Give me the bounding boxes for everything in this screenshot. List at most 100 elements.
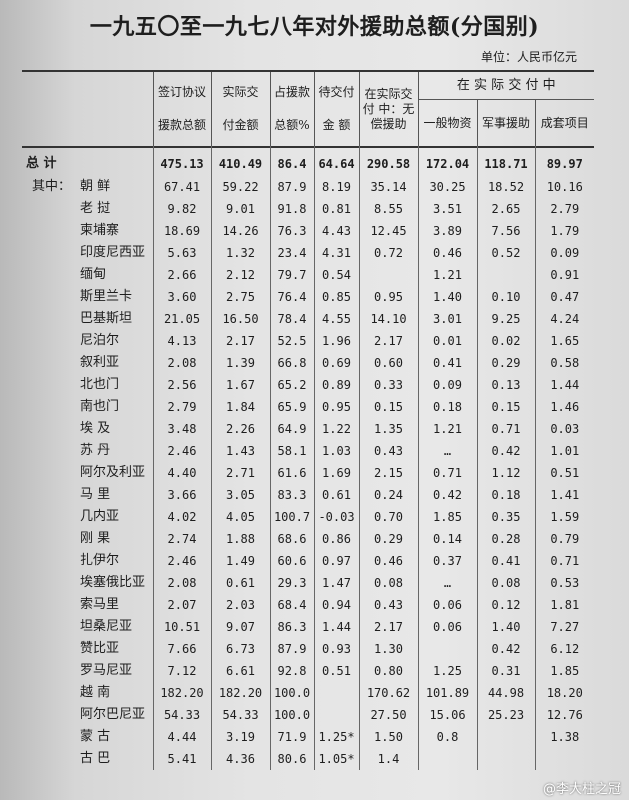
top-rule (22, 70, 594, 72)
cell-value: 0.52 (476, 242, 535, 264)
country-name: 斯里兰卡 (22, 286, 153, 308)
cell-value: 4.31 (313, 242, 359, 264)
cell-value: 91.8 (269, 198, 314, 220)
cell-value: 0.93 (313, 638, 359, 660)
country-label: 印度尼西亚 (80, 245, 146, 260)
cell-value: 83.3 (269, 484, 314, 506)
cell-value: 2.46 (152, 550, 211, 572)
country-label: 刚 果 (80, 531, 111, 546)
cell-value: 66.8 (269, 352, 314, 374)
cell-value: 0.80 (358, 660, 418, 682)
cell-value: 65.9 (269, 396, 314, 418)
cell-value: 4.40 (152, 462, 211, 484)
cell-value: 1.05* (313, 748, 359, 770)
cell-value: 1.84 (210, 396, 270, 418)
cell-value: 0.69 (313, 352, 359, 374)
table-row: 越 南 182.20 182.20 100.0 170.62 101.89 44.98 18.… (22, 682, 595, 704)
cell-value: 1.21 (417, 418, 477, 440)
cell-value: 2.17 (210, 330, 270, 352)
cell-value: 0.41 (476, 550, 535, 572)
table-row: 古 巴 5.41 4.36 80.6 1.05* 1.4 (22, 748, 595, 770)
cell-value: 64.64 (313, 146, 359, 176)
cell-value: 9.25 (476, 308, 535, 330)
country-label: 埃 及 (80, 421, 111, 436)
cell-value: 68.4 (269, 594, 314, 616)
country-label: 扎伊尔 (80, 553, 120, 568)
cell-value: 0.37 (417, 550, 477, 572)
cell-value: 1.85 (534, 660, 595, 682)
country-label: 尼泊尔 (80, 333, 120, 348)
country-label: 索马里 (80, 597, 120, 612)
table-row: 埃塞俄比亚 2.08 0.61 29.3 1.47 0.08… 0.08 0.53 (22, 572, 595, 594)
header-military: 军事援助 (476, 99, 535, 146)
cell-value: 0.79 (534, 528, 595, 550)
cell-value: 1.22 (313, 418, 359, 440)
cell-value: 76.4 (269, 286, 314, 308)
cell-value: 4.55 (313, 308, 359, 330)
cell-value: 290.58 (358, 146, 418, 176)
country-name: 索马里 (22, 594, 153, 616)
country-name: 埃塞俄比亚 (22, 572, 153, 594)
cell-value: 60.6 (269, 550, 314, 572)
cell-value: 27.50 (358, 704, 418, 726)
cell-value: 1.81 (534, 594, 595, 616)
cell-value: 18.52 (476, 176, 535, 198)
cell-value: 3.60 (152, 286, 211, 308)
country-name: 罗马尼亚 (22, 660, 153, 682)
cell-value (476, 748, 535, 770)
table-row: 巴基斯坦 21.05 16.50 78.4 4.55 14.10 3.01 9.25 4.24 (22, 308, 595, 330)
cell-value: 0.09 (534, 242, 595, 264)
table-row: 阿尔及利亚 4.40 2.71 61.6 1.69 2.15 0.71 1.12 0.51 (22, 462, 595, 484)
cell-value (358, 264, 418, 286)
cell-value: 0.29 (476, 352, 535, 374)
country-name: 缅甸 (22, 264, 153, 286)
cell-value: 2.56 (152, 374, 211, 396)
cell-value: 9.82 (152, 198, 211, 220)
table-row: 蒙 古 4.44 3.19 71.9 1.25* 1.50 0.8 1.38 (22, 726, 595, 748)
table-row: 缅甸 2.66 2.12 79.7 0.54 1.21 0.91 (22, 264, 595, 286)
cell-value: 0.94 (313, 594, 359, 616)
country-name: 扎伊尔 (22, 550, 153, 572)
cell-value: 23.4 (269, 242, 314, 264)
cell-value: 2.15 (358, 462, 418, 484)
cell-value: 0.03 (534, 418, 595, 440)
country-label: 北也门 (80, 377, 120, 392)
cell-value: 0.70 (358, 506, 418, 528)
cell-value: 1.65 (534, 330, 595, 352)
cell-value: 0.24 (358, 484, 418, 506)
cell-value: 8.55 (358, 198, 418, 220)
cell-value: 9.07 (210, 616, 270, 638)
cell-value: 61.6 (269, 462, 314, 484)
cell-value: 0.06 (417, 616, 477, 638)
cell-value: 1.39 (210, 352, 270, 374)
cell-value: 1.25 (417, 660, 477, 682)
cell-value: 2.26 (210, 418, 270, 440)
country-name: 古 巴 (22, 748, 153, 770)
country-label: 阿尔及利亚 (80, 465, 146, 480)
country-name: 南也门 (22, 396, 153, 418)
cell-value: 0.85 (313, 286, 359, 308)
cell-value: 0.33 (358, 374, 418, 396)
cell-value: 21.05 (152, 308, 211, 330)
cell-value: 12.76 (534, 704, 595, 726)
cell-value: 1.30 (358, 638, 418, 660)
country-label: 叙利亚 (80, 355, 120, 370)
table-row: 苏 丹 2.46 1.43 58.1 1.03 0.43… 0.42 1.01 (22, 440, 595, 462)
cell-value: 0.08 (358, 572, 418, 594)
header-group: 在 实 际 交 付 中 (417, 72, 595, 100)
cell-value: 0.41 (417, 352, 477, 374)
table-row: 赞比亚 7.66 6.73 87.9 0.93 1.30 0.42 6.12 (22, 638, 595, 660)
table-row: 柬埔寨 18.69 14.26 76.3 4.43 12.45 3.89 7.56 1.79 (22, 220, 595, 242)
cell-value: 2.03 (210, 594, 270, 616)
cell-value: 1.46 (534, 396, 595, 418)
cell-value: 0.18 (476, 484, 535, 506)
cell-value: 59.22 (210, 176, 270, 198)
country-label: 巴基斯坦 (80, 311, 133, 326)
cell-value: 29.3 (269, 572, 314, 594)
country-label: 柬埔寨 (80, 223, 120, 238)
table-row: 斯里兰卡 3.60 2.75 76.4 0.85 0.95 1.40 0.10 0.47 (22, 286, 595, 308)
cell-value: … (417, 572, 477, 594)
header-grant: 在实际交付 中：无偿援助 (358, 72, 418, 146)
cell-value: 0.95 (358, 286, 418, 308)
cell-value: 1.03 (313, 440, 359, 462)
